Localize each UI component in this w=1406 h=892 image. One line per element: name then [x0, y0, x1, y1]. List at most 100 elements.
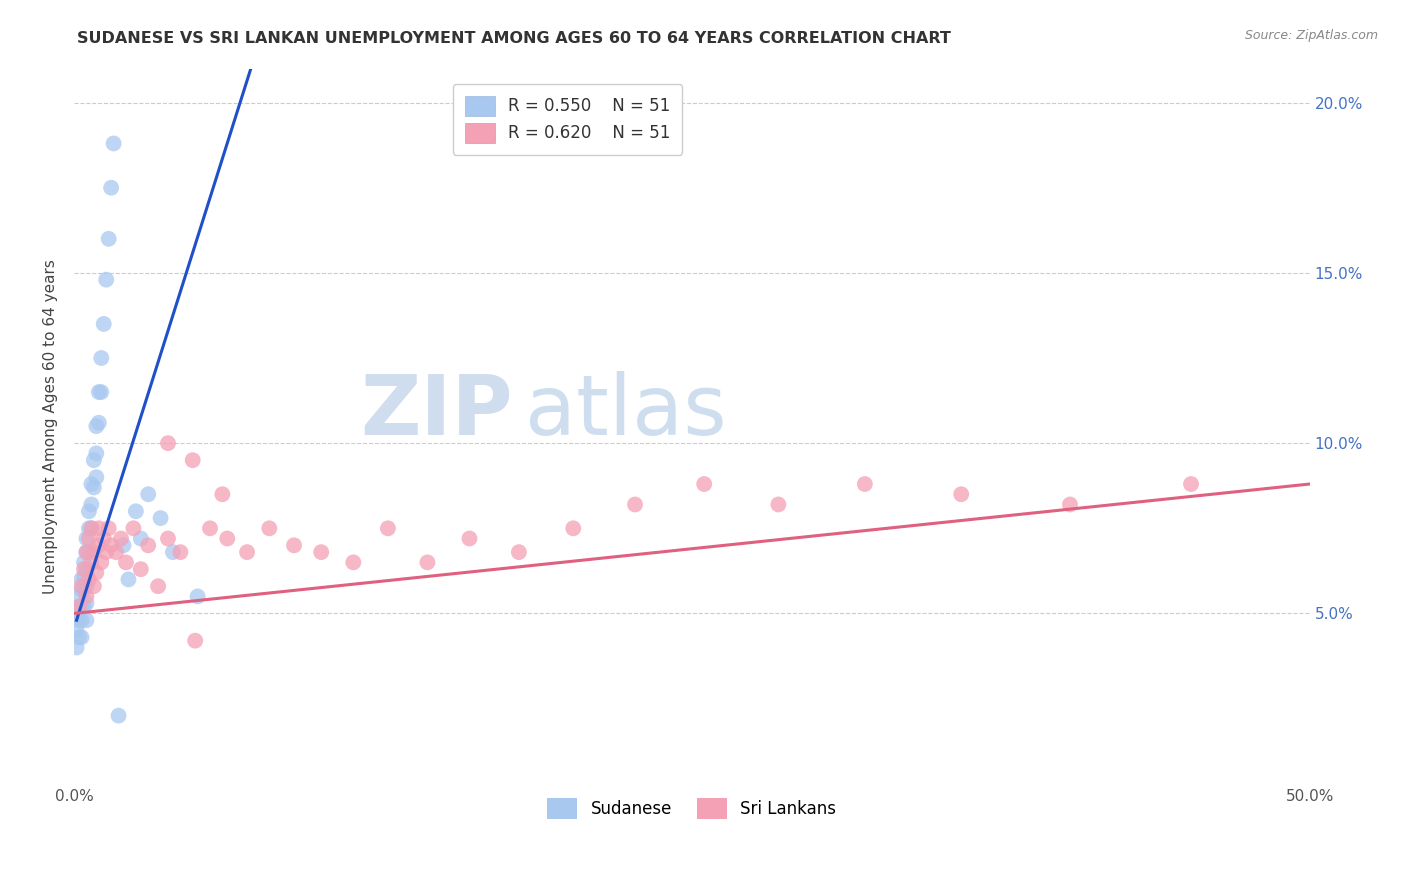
Point [87, 416, 110, 430]
Point [83, 545, 105, 559]
Point [77, 573, 100, 587]
Point [90, 555, 112, 569]
Point [624, 498, 647, 512]
Point [73, 562, 96, 576]
Point [377, 521, 399, 535]
Point [198, 521, 221, 535]
Point [77, 504, 100, 518]
Point [80, 498, 103, 512]
Point [562, 521, 585, 535]
Point [105, 545, 128, 559]
Point [87, 521, 110, 535]
Point [80, 477, 103, 491]
Point [75, 590, 97, 604]
Point [156, 532, 179, 546]
Point [458, 532, 481, 546]
Point [87, 385, 110, 400]
Point [97, 232, 120, 246]
Point [67, 590, 90, 604]
Point [83, 579, 105, 593]
Point [67, 599, 90, 614]
Point [93, 317, 115, 331]
Point [70, 599, 93, 614]
Point [103, 136, 125, 151]
Point [65, 624, 87, 638]
Point [115, 555, 138, 569]
Point [75, 562, 97, 576]
Point [67, 599, 90, 614]
Text: atlas: atlas [524, 371, 727, 452]
Point [93, 532, 115, 546]
Point [83, 480, 105, 494]
Point [75, 613, 97, 627]
Point [86, 470, 108, 484]
Point [70, 613, 93, 627]
Point [217, 532, 239, 546]
Point [259, 521, 281, 535]
Point [211, 487, 233, 501]
Point [136, 487, 159, 501]
Point [416, 555, 439, 569]
Point [77, 545, 100, 559]
Point [80, 555, 103, 569]
Point [75, 545, 97, 559]
Point [187, 590, 209, 604]
Point [90, 351, 112, 365]
Point [508, 545, 530, 559]
Point [96, 545, 118, 559]
Point [75, 579, 97, 593]
Point [149, 511, 172, 525]
Point [70, 579, 93, 593]
Point [136, 538, 159, 552]
Point [80, 521, 103, 535]
Point [73, 569, 96, 583]
Point [67, 630, 90, 644]
Point [1059, 498, 1081, 512]
Point [80, 521, 103, 535]
Point [73, 599, 96, 614]
Point [86, 446, 108, 460]
Point [162, 545, 184, 559]
Point [70, 630, 93, 644]
Point [184, 633, 207, 648]
Point [73, 555, 96, 569]
Point [97, 521, 120, 535]
Point [156, 436, 179, 450]
Point [100, 538, 122, 552]
Point [1180, 477, 1202, 491]
Point [65, 640, 87, 655]
Point [90, 385, 112, 400]
Point [236, 545, 259, 559]
Point [342, 555, 364, 569]
Point [86, 566, 108, 580]
Point [768, 498, 790, 512]
Point [122, 521, 145, 535]
Point [110, 532, 132, 546]
Point [181, 453, 204, 467]
Point [75, 596, 97, 610]
Point [117, 573, 139, 587]
Point [112, 538, 135, 552]
Legend: Sudanese, Sri Lankans: Sudanese, Sri Lankans [541, 792, 844, 825]
Point [283, 538, 305, 552]
Point [75, 545, 97, 559]
Point [950, 487, 973, 501]
Point [86, 419, 108, 434]
Point [100, 180, 122, 194]
Point [70, 582, 93, 597]
Point [73, 582, 96, 597]
Point [693, 477, 716, 491]
Point [129, 532, 152, 546]
Point [129, 562, 152, 576]
Point [107, 708, 129, 723]
Y-axis label: Unemployment Among Ages 60 to 64 years: Unemployment Among Ages 60 to 64 years [44, 259, 58, 593]
Point [70, 573, 93, 587]
Point [125, 504, 148, 518]
Point [853, 477, 876, 491]
Point [169, 545, 191, 559]
Point [87, 538, 110, 552]
Point [309, 545, 332, 559]
Point [83, 453, 105, 467]
Text: Source: ZipAtlas.com: Source: ZipAtlas.com [1244, 29, 1378, 42]
Point [75, 532, 97, 546]
